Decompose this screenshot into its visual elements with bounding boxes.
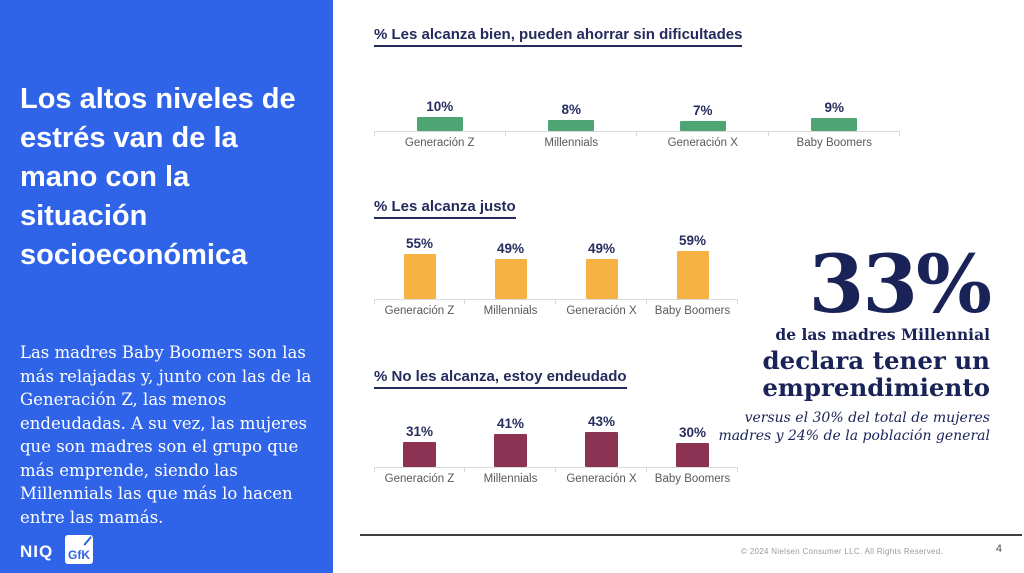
bar <box>585 259 618 299</box>
bar <box>585 432 618 467</box>
category-label: Baby Boomers <box>796 137 872 149</box>
stat-subject: de las madres Millennial <box>775 325 990 344</box>
category-label: Generación Z <box>384 305 455 317</box>
stat-callout: 33% de las madres Millennial declara ten… <box>718 237 992 445</box>
axis-tick <box>737 299 738 304</box>
bar <box>676 251 709 299</box>
chart-title: % No les alcanza, estoy endeudado <box>374 368 627 389</box>
chart-plot: 31% 41% 43% 30% <box>374 389 738 472</box>
value-label: 7% <box>692 103 713 118</box>
axis-tick <box>504 131 506 136</box>
bar <box>811 118 858 131</box>
bar <box>494 259 527 299</box>
sidebar: Los altos niveles de estrés van de la ma… <box>0 0 333 573</box>
chart-title: % Les alcanza bien, pueden ahorrar sin d… <box>374 26 743 47</box>
chart-plot: 10% 8% 7% 9% <box>374 47 901 136</box>
page-title: Los altos niveles de estrés van de la ma… <box>20 83 296 271</box>
bar-group: 7% <box>637 103 769 131</box>
category-label: Generación X <box>566 305 637 317</box>
gfk-logo: GfK <box>65 535 93 564</box>
bar-group: 59% <box>647 233 738 299</box>
axis-tick <box>555 299 556 304</box>
bar-group: 49% <box>556 241 647 299</box>
category-label: Generación X <box>566 473 637 485</box>
axis-tick <box>737 467 738 472</box>
gfk-logo-slash <box>83 536 92 546</box>
bar-group: 30% <box>647 425 738 467</box>
bar-group: 41% <box>465 416 556 467</box>
category-label: Millennials <box>483 305 538 317</box>
value-label: 41% <box>496 416 525 431</box>
footer-divider <box>360 534 1022 536</box>
chart-ahorrar: % Les alcanza bien, pueden ahorrar sin d… <box>374 26 900 149</box>
bar <box>679 121 726 131</box>
category-label: Millennials <box>483 473 538 485</box>
category-label: Generación Z <box>384 473 455 485</box>
bar-group: 9% <box>769 100 901 131</box>
value-label: 30% <box>678 425 707 440</box>
value-label: 43% <box>587 414 616 429</box>
bar <box>548 120 595 131</box>
category-label: Baby Boomers <box>654 305 731 317</box>
chart-plot: 55% 49% 49% 59% <box>374 219 738 304</box>
axis-tick <box>636 131 637 136</box>
value-label: 31% <box>405 424 434 439</box>
bar <box>676 443 709 467</box>
bar-group: 55% <box>374 236 465 299</box>
category-label: Generación Z <box>404 137 475 149</box>
axis-tick <box>464 299 465 304</box>
axis-tick <box>646 299 647 304</box>
bar-group: 43% <box>556 414 647 467</box>
bar-group: 10% <box>374 99 506 131</box>
category-label: Millennials <box>544 137 599 149</box>
chart-categories: Generación Z Millennials Generación X Baby … <box>374 468 738 485</box>
category-label: Baby Boomers <box>654 473 731 485</box>
slide-body-text: Las madres Baby Boomers son las más rela… <box>20 343 312 527</box>
axis-tick <box>555 467 556 472</box>
niq-logo: NIQ <box>20 542 54 561</box>
axis-tick <box>767 131 769 136</box>
value-label: 10% <box>426 99 454 114</box>
page-number: 4 <box>995 543 1002 555</box>
bar <box>403 254 436 299</box>
chart-justo: % Les alcanza justo 55% 49% 49% 59% Generac… <box>374 198 738 317</box>
axis-tick <box>374 131 375 136</box>
bar <box>403 442 436 467</box>
stat-claim: declara tener un emprendimiento <box>762 346 990 403</box>
axis-tick <box>374 299 375 304</box>
value-label: 55% <box>405 236 434 251</box>
stat-comparison-note: versus el 30% del total de mujeres madre… <box>718 409 990 445</box>
value-label: 9% <box>824 100 844 115</box>
bar-group: 49% <box>465 241 556 299</box>
stat-value: 33% <box>808 237 992 331</box>
value-label: 49% <box>587 241 616 256</box>
copyright-text: © 2024 Nielsen Consumer LLC. All Rights … <box>741 547 944 556</box>
chart-title: % Les alcanza justo <box>374 198 516 219</box>
value-label: 8% <box>561 102 581 117</box>
axis-tick <box>464 467 465 472</box>
value-label: 59% <box>678 233 707 248</box>
bar <box>494 434 527 467</box>
chart-categories: Generación Z Millennials Generación X Baby … <box>374 300 738 317</box>
bar <box>416 117 463 131</box>
axis-tick <box>374 467 375 472</box>
axis-tick <box>899 131 900 136</box>
category-label: Generación X <box>667 137 738 149</box>
chart-endeudado: % No les alcanza, estoy endeudado 31% 41%… <box>374 368 738 485</box>
chart-categories: Generación Z Millennials Generación X Baby … <box>374 132 900 149</box>
bar-group: 8% <box>506 102 638 131</box>
axis-tick <box>646 467 647 472</box>
value-label: 49% <box>496 241 525 256</box>
gfk-logo-text: GfK <box>68 548 90 562</box>
bar-group: 31% <box>374 424 465 467</box>
